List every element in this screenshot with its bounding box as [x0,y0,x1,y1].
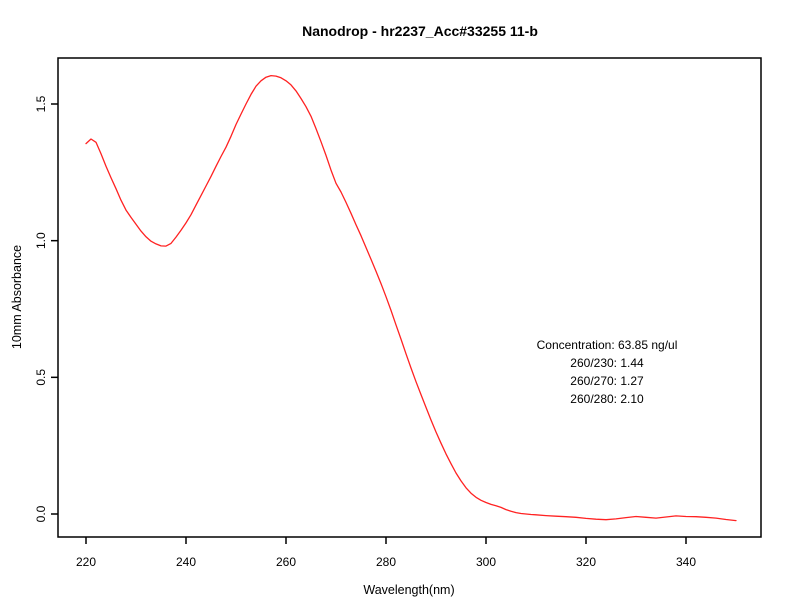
x-tick-label: 260 [276,555,296,569]
x-axis-label: Wavelength(nm) [363,583,454,597]
y-axis-ticks: 0.0 0.5 1.0 1.5 [34,95,58,522]
x-tick-label: 320 [576,555,596,569]
x-tick-label: 240 [176,555,196,569]
y-tick-label: 1.5 [34,95,48,112]
y-tick-label: 0.5 [34,369,48,386]
x-tick-label: 280 [376,555,396,569]
annotation-block: Concentration: 63.85 ng/ul 260/230: 1.44… [537,338,678,406]
plot-box [57,57,762,538]
y-axis-label: 10mm Absorbance [10,245,24,349]
y-tick-label: 1.0 [34,232,48,249]
x-axis-ticks: 220 240 260 280 300 320 340 [76,537,696,569]
x-tick-label: 220 [76,555,96,569]
x-tick-label: 340 [676,555,696,569]
annotation-260-230: 260/230: 1.44 [570,356,644,370]
chart-title: Nanodrop - hr2237_Acc#33255 11-b [302,23,538,39]
annotation-concentration: Concentration: 63.85 ng/ul [537,338,678,352]
y-tick-label: 0.0 [34,505,48,522]
annotation-260-270: 260/270: 1.27 [570,374,644,388]
x-tick-label: 300 [476,555,496,569]
absorbance-curve [85,74,737,522]
annotation-260-280: 260/280: 2.10 [570,392,644,406]
